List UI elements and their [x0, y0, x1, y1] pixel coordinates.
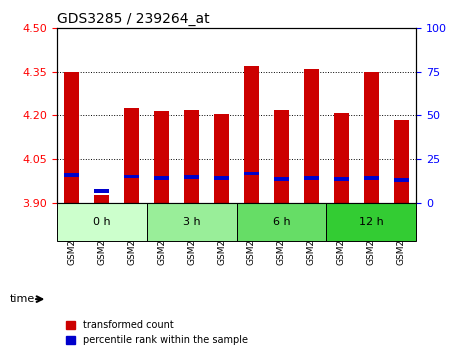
- Bar: [64, 173, 79, 177]
- FancyBboxPatch shape: [266, 203, 297, 229]
- FancyBboxPatch shape: [147, 203, 176, 229]
- Bar: [304, 69, 319, 203]
- FancyBboxPatch shape: [326, 203, 416, 241]
- FancyBboxPatch shape: [356, 203, 386, 229]
- Bar: [394, 178, 409, 182]
- Bar: [64, 73, 79, 203]
- Bar: [274, 110, 289, 203]
- Legend: transformed count, percentile rank within the sample: transformed count, percentile rank withi…: [61, 316, 252, 349]
- FancyBboxPatch shape: [147, 203, 236, 241]
- FancyBboxPatch shape: [236, 203, 266, 229]
- Bar: [244, 66, 259, 203]
- FancyBboxPatch shape: [386, 203, 416, 229]
- FancyBboxPatch shape: [326, 203, 356, 229]
- Bar: [214, 114, 229, 203]
- Bar: [154, 176, 169, 180]
- Bar: [154, 111, 169, 203]
- Bar: [394, 120, 409, 203]
- FancyBboxPatch shape: [207, 203, 236, 229]
- Text: 12 h: 12 h: [359, 217, 384, 227]
- Text: 3 h: 3 h: [183, 217, 201, 227]
- Text: GDS3285 / 239264_at: GDS3285 / 239264_at: [57, 12, 210, 26]
- FancyBboxPatch shape: [87, 203, 117, 229]
- Bar: [94, 189, 109, 193]
- Bar: [244, 172, 259, 175]
- Bar: [334, 113, 349, 203]
- FancyBboxPatch shape: [57, 203, 147, 241]
- Text: 6 h: 6 h: [272, 217, 290, 227]
- Text: time: time: [9, 294, 35, 304]
- FancyBboxPatch shape: [57, 203, 87, 229]
- Bar: [214, 176, 229, 180]
- Bar: [304, 176, 319, 180]
- Bar: [124, 175, 139, 178]
- Bar: [274, 177, 289, 181]
- Bar: [184, 175, 199, 179]
- Bar: [124, 108, 139, 203]
- FancyBboxPatch shape: [117, 203, 147, 229]
- Text: 0 h: 0 h: [93, 217, 111, 227]
- Bar: [334, 177, 349, 181]
- FancyBboxPatch shape: [176, 203, 207, 229]
- Bar: [364, 176, 379, 180]
- FancyBboxPatch shape: [236, 203, 326, 241]
- Bar: [94, 195, 109, 203]
- FancyBboxPatch shape: [297, 203, 326, 229]
- Bar: [364, 72, 379, 203]
- Bar: [184, 110, 199, 203]
